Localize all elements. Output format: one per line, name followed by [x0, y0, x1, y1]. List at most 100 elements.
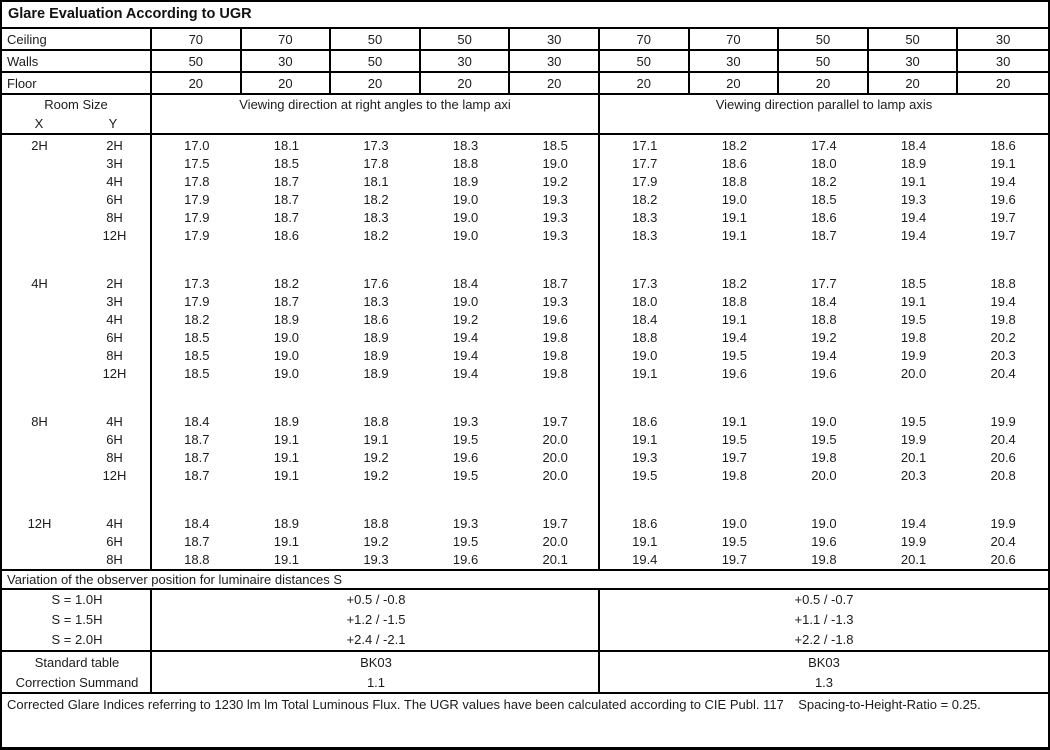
- table-row: 6H 18.7 19.1 19.1 19.5 20.0 19.1 19.5 19.5 19.9 20…: [2, 431, 1048, 449]
- ugr-value-right-angles: 19.1: [363, 432, 389, 447]
- ugr-value-right-angles: 18.7: [273, 294, 300, 309]
- x-axis-label: X: [34, 116, 44, 131]
- ugr-value-right-angles: 18.6: [273, 228, 300, 243]
- ugr-value-parallel: 19.4: [811, 348, 837, 363]
- ugr-value-right-angles: 19.6: [452, 450, 479, 465]
- ugr-value-parallel: 19.5: [900, 312, 927, 327]
- ugr-value-right-angles: 18.7: [542, 276, 568, 291]
- reflectance-value: 50: [331, 29, 421, 49]
- ugr-value-right-angles: 19.3: [542, 228, 568, 243]
- ugr-value-parallel: 19.0: [811, 516, 837, 531]
- ugr-value-right-angles: 19.1: [273, 450, 300, 465]
- ugr-value-parallel: 19.8: [811, 450, 837, 465]
- table-row: 12H 18.5 19.0 18.9 19.4 19.8 19.1 19.6 19.6 20.0 2…: [2, 365, 1048, 383]
- ugr-value-parallel: 19.7: [990, 228, 1016, 243]
- ugr-value-right-angles: 18.9: [363, 366, 389, 381]
- ugr-value-right-angles: 18.9: [452, 174, 479, 189]
- room-size-header-cell: Room Size X Y: [2, 95, 152, 133]
- y-size-cell: 4H: [106, 516, 123, 531]
- reflectance-value: 20: [510, 73, 600, 93]
- ugr-value-right-angles: 19.0: [452, 192, 479, 207]
- ugr-value-right-angles: 20.0: [542, 450, 568, 465]
- ugr-value-right-angles: 18.5: [184, 330, 210, 345]
- table-row: 2H 2H 17.0 18.1 17.3 18.3 18.5 17.1 18.2 17.4 18.4…: [2, 137, 1048, 155]
- ugr-value-right-angles: 17.8: [363, 156, 389, 171]
- ugr-value-right-angles: 19.5: [452, 534, 479, 549]
- ugr-value-right-angles: 18.2: [273, 276, 300, 291]
- ugr-value-right-angles: 18.7: [184, 468, 210, 483]
- ugr-value-parallel: 20.0: [811, 468, 837, 483]
- ugr-value-right-angles: 19.1: [273, 468, 300, 483]
- ugr-value-parallel: 19.4: [900, 210, 927, 225]
- ugr-value-right-angles: 17.0: [184, 138, 210, 153]
- reflectance-row: Walls 50 30 50 30 30 50 30 50 30 30: [2, 51, 1048, 73]
- x-size-cell: [2, 191, 77, 209]
- ugr-value-parallel: 17.3: [632, 276, 658, 291]
- summary-value-right-angles: BK03: [360, 655, 392, 670]
- ugr-value-parallel: 17.4: [811, 138, 837, 153]
- reflectance-value: 20: [995, 75, 1011, 91]
- variation-rows-section: S = 1.0H +0.5 / -0.8 +0.5 / -0.7 S = 1.5H +1…: [2, 590, 1048, 650]
- ugr-value-parallel: 19.7: [721, 450, 748, 465]
- summary-row-label: Correction Summand: [15, 675, 139, 690]
- ugr-value-parallel: 18.6: [632, 516, 658, 531]
- x-size-cell: 2H: [31, 138, 48, 153]
- y-size-cell: 8H: [106, 552, 123, 567]
- x-size-cell: [2, 293, 77, 311]
- ugr-value-parallel: 18.6: [721, 156, 748, 171]
- ugr-value-parallel: 19.6: [811, 534, 837, 549]
- ugr-value-parallel: 17.7: [632, 156, 658, 171]
- x-size-cell: [2, 227, 77, 245]
- ugr-table-body: 2H 2H 17.0 18.1 17.3 18.3 18.5 17.1 18.2 17.4 18.4…: [2, 135, 1048, 569]
- y-size-cell: 6H: [106, 330, 123, 345]
- ugr-value-right-angles: 19.4: [452, 366, 479, 381]
- ugr-value-right-angles: 18.1: [363, 174, 389, 189]
- ugr-value-right-angles: 18.8: [452, 156, 479, 171]
- ugr-value-right-angles: 19.0: [452, 210, 479, 225]
- summary-row: Correction Summand 1.1 1.3: [2, 673, 1048, 693]
- ugr-value-parallel: 19.8: [811, 552, 837, 567]
- table-row: 8H 18.7 19.1 19.2 19.6 20.0 19.3 19.7 19.8 20.1 20…: [2, 449, 1048, 467]
- x-size-cell: [2, 365, 77, 383]
- ugr-value-right-angles: 17.6: [363, 276, 389, 291]
- ugr-value-parallel: 19.3: [900, 192, 927, 207]
- ugr-value-parallel: 19.6: [990, 192, 1016, 207]
- reflectance-value: 30: [242, 51, 332, 71]
- variation-s-label: S = 1.0H: [51, 592, 103, 607]
- ugr-value-parallel: 19.9: [990, 414, 1016, 429]
- ugr-value-right-angles: 18.4: [452, 276, 479, 291]
- x-size-cell: [2, 347, 77, 365]
- x-size-cell: [2, 431, 77, 449]
- ugr-value-right-angles: 18.3: [452, 138, 479, 153]
- reflectance-value: 20: [779, 73, 869, 93]
- ugr-value-right-angles: 17.8: [184, 174, 210, 189]
- ugr-value-right-angles: 18.9: [273, 312, 300, 327]
- ugr-value-right-angles: 19.0: [452, 294, 479, 309]
- table-row: 4H 18.2 18.9 18.6 19.2 19.6 18.4 19.1 18.8 19.5 19…: [2, 311, 1048, 329]
- ugr-value-right-angles: 17.3: [363, 138, 389, 153]
- ugr-value-right-angles: 17.9: [184, 294, 210, 309]
- ugr-value-right-angles: 20.0: [542, 534, 568, 549]
- table-row: 4H 17.8 18.7 18.1 18.9 19.2 17.9 18.8 18.2 19.1 19…: [2, 173, 1048, 191]
- variation-value-parallel: +0.5 / -0.7: [794, 592, 854, 607]
- reflectance-value: 30: [690, 51, 780, 71]
- ugr-value-right-angles: 18.8: [184, 552, 210, 567]
- ugr-value-right-angles: 19.2: [363, 450, 389, 465]
- ugr-value-parallel: 18.8: [721, 174, 748, 189]
- variation-title: Variation of the observer position for l…: [2, 569, 1048, 590]
- ugr-value-parallel: 19.5: [721, 432, 748, 447]
- x-size-cell: [2, 173, 77, 191]
- block-gap: [2, 485, 1048, 515]
- ugr-value-parallel: 18.7: [811, 228, 837, 243]
- variation-value-right-angles: +2.4 / -2.1: [346, 632, 406, 647]
- ugr-value-right-angles: 20.1: [542, 552, 568, 567]
- reflectance-row-label: Ceiling: [2, 29, 152, 49]
- y-size-cell: 8H: [106, 450, 123, 465]
- ugr-value-parallel: 20.8: [990, 468, 1016, 483]
- ugr-value-right-angles: 18.8: [363, 414, 389, 429]
- y-size-cell: 8H: [106, 210, 123, 225]
- ugr-value-right-angles: 19.4: [452, 330, 479, 345]
- table-row: 12H 4H 18.4 18.9 18.8 19.3 19.7 18.6 19.0 19.0 19.…: [2, 515, 1048, 533]
- ugr-value-parallel: 19.1: [990, 156, 1016, 171]
- ugr-value-parallel: 19.2: [811, 330, 837, 345]
